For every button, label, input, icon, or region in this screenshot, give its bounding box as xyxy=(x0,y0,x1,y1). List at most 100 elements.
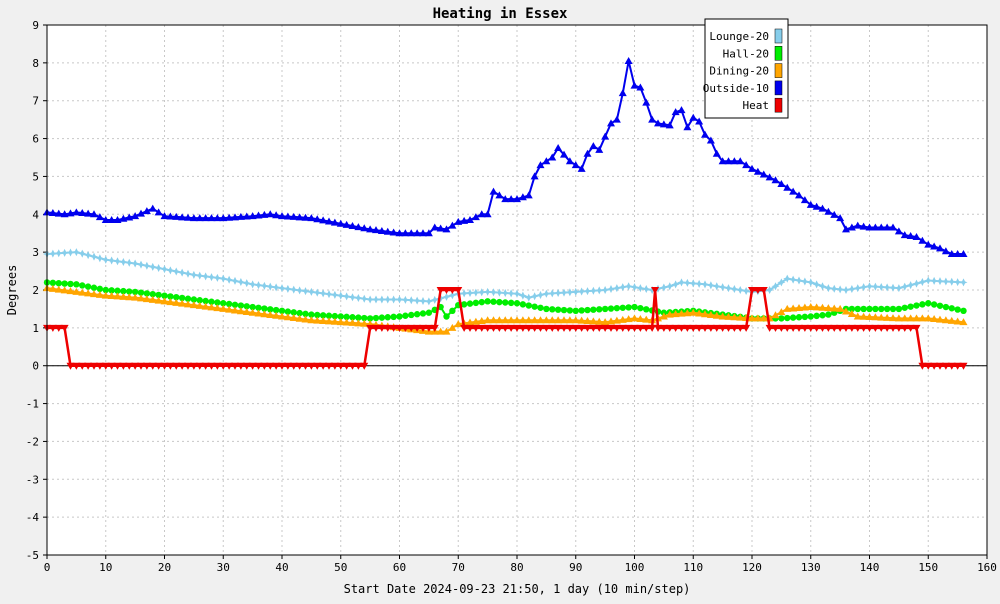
series-point xyxy=(436,327,445,335)
series-point xyxy=(337,313,344,320)
series-point xyxy=(501,316,510,324)
series-point xyxy=(789,275,798,284)
series-point xyxy=(631,303,638,311)
series-point xyxy=(73,281,80,288)
series-point xyxy=(872,305,879,313)
series-point xyxy=(759,314,768,322)
series-point xyxy=(360,294,369,303)
series-point xyxy=(636,324,645,332)
series-point xyxy=(618,89,627,97)
y-tick-label: 3 xyxy=(32,246,39,259)
series-point xyxy=(161,292,168,299)
series-point xyxy=(624,315,633,323)
series-point xyxy=(489,316,498,324)
x-tick-label: 160 xyxy=(977,561,997,574)
x-tick-label: 20 xyxy=(158,561,171,574)
series-point xyxy=(941,247,950,255)
series-point xyxy=(254,211,263,219)
series-point xyxy=(289,285,298,294)
series-point xyxy=(301,315,310,323)
series-point xyxy=(295,314,304,322)
series-point xyxy=(637,304,644,312)
series-point xyxy=(501,324,510,332)
series-point xyxy=(190,296,198,303)
series-point xyxy=(518,324,527,332)
series-point xyxy=(66,287,75,295)
series-point xyxy=(683,324,692,332)
series-point xyxy=(818,204,827,212)
series-point xyxy=(671,310,680,318)
series-point xyxy=(366,315,374,322)
series-point xyxy=(953,362,962,370)
series-point xyxy=(800,324,809,332)
series-point xyxy=(724,284,733,293)
series-point xyxy=(348,293,357,302)
series-point xyxy=(296,309,303,317)
series-point xyxy=(319,317,328,325)
series-point xyxy=(125,293,134,301)
series-point xyxy=(377,226,386,234)
series-point xyxy=(930,276,939,285)
series-point xyxy=(201,214,210,222)
series-point xyxy=(819,312,826,319)
series-point xyxy=(131,259,140,268)
series-point xyxy=(648,286,657,294)
series-point xyxy=(195,362,204,370)
x-tick-label: 110 xyxy=(683,561,703,574)
chart-title: Heating in Essex xyxy=(433,6,568,22)
series-point xyxy=(601,132,610,140)
series-point xyxy=(225,213,234,221)
series-point xyxy=(959,250,968,258)
series-point xyxy=(842,225,850,233)
series-point xyxy=(906,324,915,332)
series-point xyxy=(877,223,886,231)
series-point xyxy=(48,209,57,217)
legend: Lounge-20 Hall-20 Dining-20 Outside-10 Heat xyxy=(703,18,789,119)
series-point xyxy=(125,362,134,370)
series-point xyxy=(643,306,650,313)
series-point xyxy=(325,290,333,299)
legend-swatch xyxy=(774,97,783,113)
legend-label: Heat xyxy=(743,99,770,112)
series-point xyxy=(142,295,151,303)
series-point xyxy=(120,287,127,295)
series-point xyxy=(507,289,516,298)
series-point xyxy=(142,362,151,370)
series-point xyxy=(448,221,457,229)
series-point xyxy=(671,108,680,116)
series-point xyxy=(718,312,727,320)
series-point xyxy=(471,213,480,221)
series-point xyxy=(759,287,768,294)
series-point xyxy=(530,292,539,301)
series-point xyxy=(624,282,633,291)
series-point xyxy=(454,320,463,328)
series-point xyxy=(95,213,104,221)
series-point xyxy=(601,286,610,294)
series-point xyxy=(572,307,579,315)
series-point xyxy=(207,362,216,370)
series-point xyxy=(154,296,163,304)
series-point xyxy=(184,362,192,370)
series-point xyxy=(237,302,245,309)
series-point xyxy=(513,289,521,298)
series-point xyxy=(947,277,956,286)
series-point xyxy=(889,223,897,231)
series-point xyxy=(478,298,485,306)
series-point xyxy=(436,294,445,303)
series-point xyxy=(542,324,551,332)
series-point xyxy=(924,362,933,370)
y-tick-label: -4 xyxy=(26,511,40,524)
series-point xyxy=(584,306,591,314)
series-point xyxy=(659,120,668,128)
series-point xyxy=(894,314,903,322)
series-point xyxy=(254,362,263,370)
series-point xyxy=(95,362,104,370)
series-point xyxy=(454,217,463,225)
series-point xyxy=(61,280,68,287)
series-point xyxy=(495,324,504,332)
series-point xyxy=(577,324,586,332)
series-point xyxy=(295,286,304,295)
series-point xyxy=(167,293,174,300)
series-point xyxy=(60,248,69,257)
legend-label: Dining-20 xyxy=(709,65,769,78)
